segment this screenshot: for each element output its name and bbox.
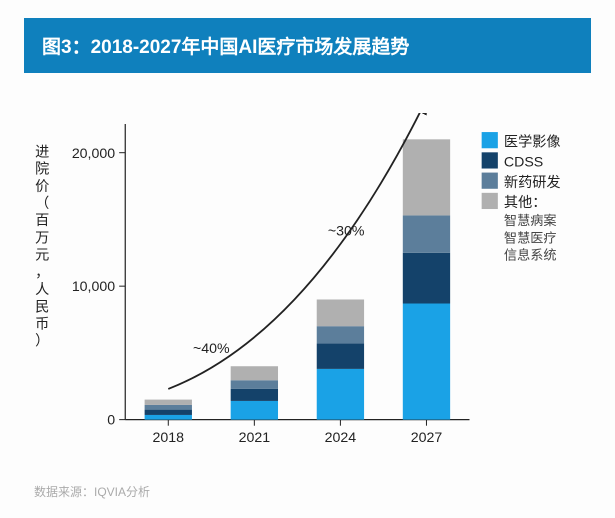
bar-segment <box>317 344 364 369</box>
y-axis-title-char: 民 <box>35 299 49 315</box>
bar-segment <box>317 369 364 420</box>
growth-annotation: ~40% <box>193 341 230 357</box>
growth-annotation: ~30% <box>328 223 365 239</box>
y-axis-title-char: 人 <box>35 282 49 298</box>
bar-segment <box>403 253 450 304</box>
legend-label: 医学影像 <box>504 134 561 150</box>
bar-segment <box>145 410 192 415</box>
bar-segment <box>403 139 450 215</box>
bar-segment <box>145 400 192 405</box>
y-axis-title-char: 币 <box>35 317 49 333</box>
y-tick-label: 20,000 <box>72 146 115 162</box>
y-axis-title-char: （ <box>35 196 49 212</box>
y-axis-title-char: ） <box>35 334 49 350</box>
legend-label: 其他： <box>504 195 546 211</box>
chart-area: 0 10,000 20,000 2018 2021 2024 2027 ~40% ~30% 进院价… <box>24 113 591 463</box>
legend-subline: 智慧病案 <box>504 213 557 228</box>
legend-label: CDSS <box>504 155 543 171</box>
y-axis-title-char: 元 <box>35 248 49 264</box>
bar-segment <box>231 389 278 401</box>
y-axis-title-char: 价 <box>35 179 49 195</box>
y-tick-label: 0 <box>107 413 115 429</box>
source-text: 数据来源：IQVIA分析 <box>34 483 150 500</box>
x-tick-label: 2024 <box>325 430 357 446</box>
bar-segment <box>317 326 364 343</box>
legend-swatch <box>482 173 498 189</box>
legend-swatch <box>482 132 498 148</box>
legend-subline: 智慧医疗 <box>504 230 557 245</box>
bar-segment <box>403 304 450 420</box>
x-tick-label: 2018 <box>153 430 185 446</box>
legend-subline: 信息系统 <box>504 247 557 263</box>
bar-segment <box>145 405 192 410</box>
legend-swatch <box>482 152 498 168</box>
y-tick-label: 10,000 <box>72 279 115 295</box>
bar-segment <box>231 366 278 380</box>
y-axis-title-char: 院 <box>35 162 49 178</box>
chart-title: 图3：2018-2027年中国AI医疗市场发展趋势 <box>42 37 409 58</box>
y-axis-title-char: 百 <box>35 213 49 229</box>
chart-title-bar: 图3：2018-2027年中国AI医疗市场发展趋势 <box>24 18 591 73</box>
bar-segment <box>145 415 192 420</box>
bar-segment <box>403 215 450 252</box>
legend-label: 新药研发 <box>504 175 561 191</box>
x-tick-label: 2021 <box>239 430 271 446</box>
chart-svg: 0 10,000 20,000 2018 2021 2024 2027 ~40% ~30% 进院价… <box>24 113 591 463</box>
bar-segment <box>231 380 278 389</box>
y-axis-title-char: 万 <box>35 230 49 246</box>
y-axis-title-char: ， <box>35 265 49 281</box>
x-tick-label: 2027 <box>411 430 443 446</box>
y-axis-title-char: 进 <box>35 144 49 160</box>
legend-swatch <box>482 193 498 209</box>
bar-segment <box>231 401 278 420</box>
bar-segment <box>317 300 364 327</box>
